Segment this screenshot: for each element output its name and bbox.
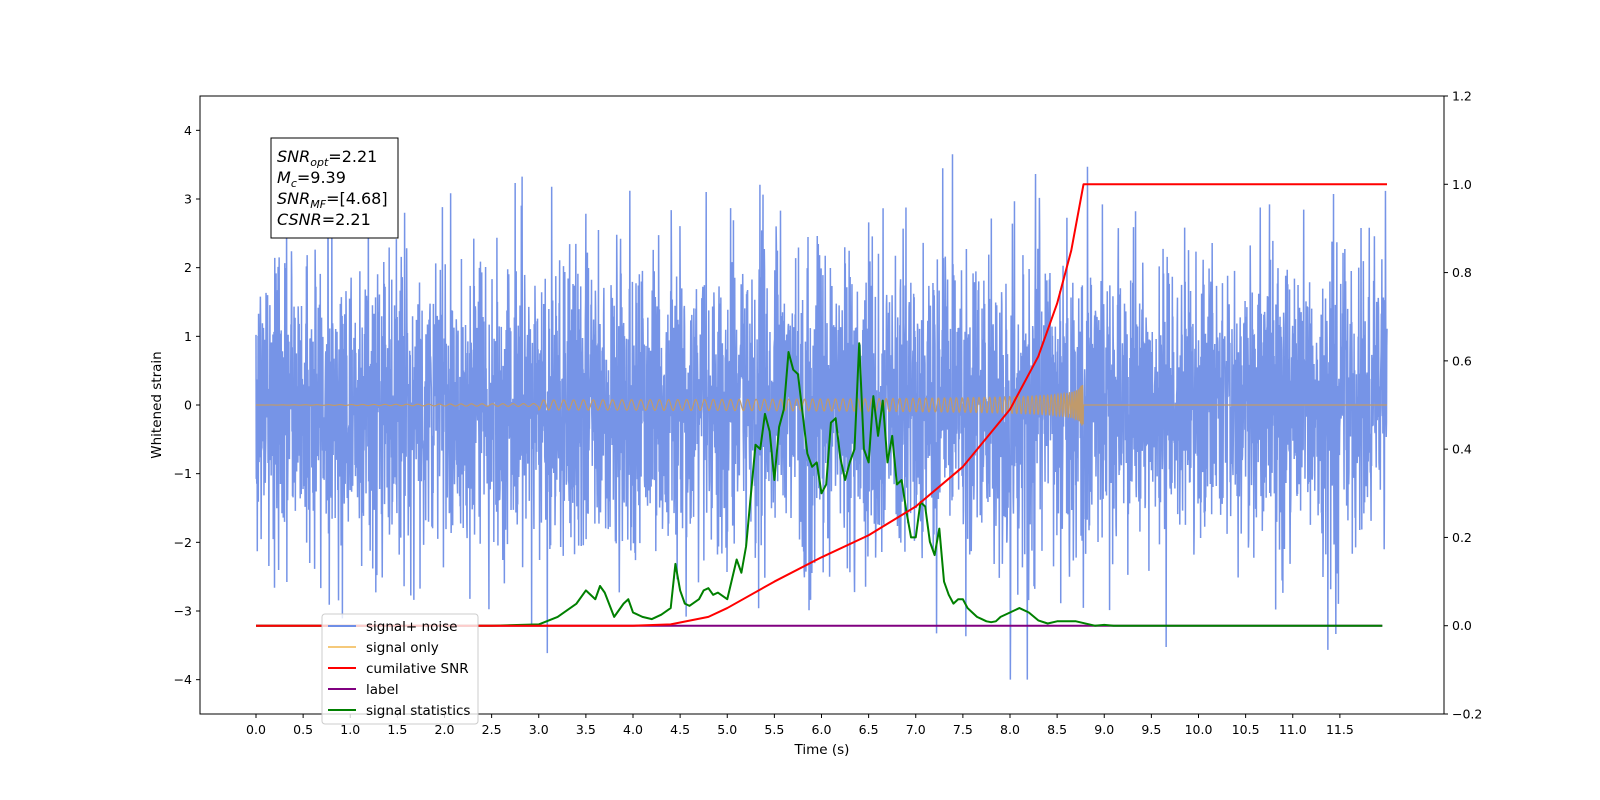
x-tick-label: 8.0	[1000, 722, 1020, 737]
right-y-tick-label: 0.0	[1452, 618, 1472, 633]
legend-label: signal statistics	[366, 703, 470, 719]
x-tick-label: 10.5	[1232, 722, 1260, 737]
x-tick-label: 6.0	[812, 722, 832, 737]
right-y-tick-label: 0.2	[1452, 530, 1472, 545]
series-signal-only-line	[256, 385, 1387, 426]
series-cumulative-snr-line	[256, 183, 1387, 627]
info-box-line: Mc=9.39	[277, 168, 346, 190]
legend-label: label	[366, 682, 399, 698]
x-tick-label: 0.5	[293, 722, 313, 737]
right-y-tick-label: 1.0	[1452, 177, 1472, 192]
left-y-axis: −4 −3 −2 −1 0 1 2 3 4	[174, 123, 200, 687]
x-tick-label: 11.5	[1326, 722, 1354, 737]
y-axis-label: Whitened strain	[149, 351, 165, 458]
x-tick-label: 7.5	[953, 722, 973, 737]
info-box-line: SNRopt=2.21	[277, 147, 377, 169]
x-tick-label: 11.0	[1279, 722, 1307, 737]
x-tick-label: 3.0	[529, 722, 549, 737]
x-tick-label: 4.5	[670, 722, 690, 737]
x-tick-label: 0.0	[246, 722, 266, 737]
x-tick-label: 5.5	[764, 722, 784, 737]
left-y-tick-label: −2	[174, 535, 192, 550]
x-tick-label: 6.5	[859, 722, 879, 737]
x-tick-label: 5.0	[717, 722, 737, 737]
left-y-tick-label: 0	[184, 398, 192, 413]
right-y-tick-label: 1.2	[1452, 89, 1472, 104]
info-box-frame	[270, 137, 399, 239]
left-y-tick-label: 4	[184, 123, 192, 138]
left-y-tick-label: 2	[184, 260, 192, 275]
left-y-tick-label: 3	[184, 192, 192, 207]
x-tick-label: 3.5	[576, 722, 596, 737]
left-y-tick-label: −3	[174, 604, 192, 619]
x-tick-label: 8.5	[1047, 722, 1067, 737]
x-tick-label: 9.0	[1094, 722, 1114, 737]
legend: signal+ noise signal only cumilative SNR la…	[321, 613, 479, 725]
x-tick-label: 2.5	[482, 722, 502, 737]
x-axis: 0.0 0.5 1.0 1.5 2.0 2.5 3.0 3.5 4.0 4.5 5.0 5.5 6.0 6…	[246, 714, 1354, 737]
x-tick-label: 7.0	[906, 722, 926, 737]
right-y-tick-label: 0.6	[1452, 353, 1472, 368]
series-signal-noise-line	[255, 154, 1388, 680]
legend-label: cumilative SNR	[366, 661, 469, 677]
right-y-axis: −0.2 0.0 0.2 0.4 0.6 0.8 1.0 1.2	[1444, 89, 1482, 722]
x-tick-label: 9.5	[1141, 722, 1161, 737]
right-y-tick-label: −0.2	[1452, 707, 1482, 722]
left-y-tick-label: 1	[184, 329, 192, 344]
right-y-tick-label: 0.8	[1452, 265, 1472, 280]
series-signal-statistics-line	[256, 342, 1383, 627]
x-tick-label: 2.0	[435, 722, 455, 737]
legend-label: signal only	[366, 640, 439, 656]
x-tick-label: 4.0	[623, 722, 643, 737]
info-box-line: CSNR=2.21	[277, 210, 371, 229]
left-y-tick-label: −1	[174, 466, 192, 481]
x-tick-label: 1.0	[340, 722, 360, 737]
legend-frame	[321, 613, 479, 725]
legend-label: signal+ noise	[366, 619, 457, 635]
plot-area	[255, 154, 1388, 680]
left-y-tick-label: −4	[174, 672, 192, 687]
right-y-tick-label: 0.4	[1452, 442, 1472, 457]
x-tick-label: 10.0	[1185, 722, 1213, 737]
x-axis-label: Time (s)	[794, 742, 850, 758]
x-tick-label: 1.5	[387, 722, 407, 737]
info-box-line: SNRMF=[4.68]	[277, 189, 388, 211]
